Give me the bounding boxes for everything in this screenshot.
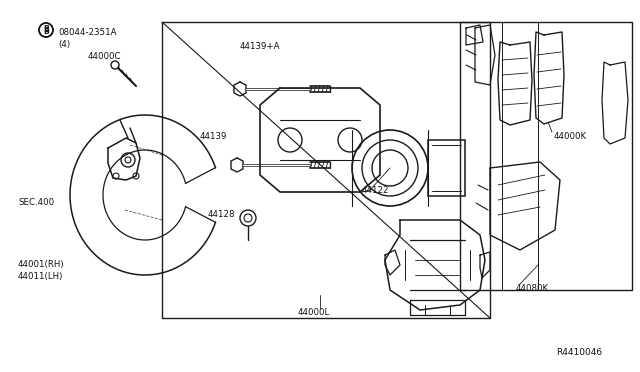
Text: SEC.400: SEC.400 <box>18 198 54 207</box>
Text: 44139: 44139 <box>200 132 227 141</box>
Text: B: B <box>43 26 49 35</box>
Text: (4): (4) <box>58 40 70 49</box>
Text: 44080K: 44080K <box>516 284 549 293</box>
Bar <box>162 22 490 318</box>
Text: B: B <box>43 26 49 35</box>
Text: 44011(LH): 44011(LH) <box>18 272 63 281</box>
Text: 44000C: 44000C <box>88 52 122 61</box>
Text: 44000K: 44000K <box>554 132 587 141</box>
Bar <box>428 140 465 196</box>
Text: 44000L: 44000L <box>298 308 330 317</box>
Text: 44128: 44128 <box>208 210 236 219</box>
Bar <box>460 22 632 290</box>
Text: 44122: 44122 <box>362 186 390 195</box>
Text: 44139+A: 44139+A <box>240 42 280 51</box>
Text: R4410046: R4410046 <box>556 348 602 357</box>
Text: 08044-2351A: 08044-2351A <box>58 28 116 37</box>
Text: 44001(RH): 44001(RH) <box>18 260 65 269</box>
